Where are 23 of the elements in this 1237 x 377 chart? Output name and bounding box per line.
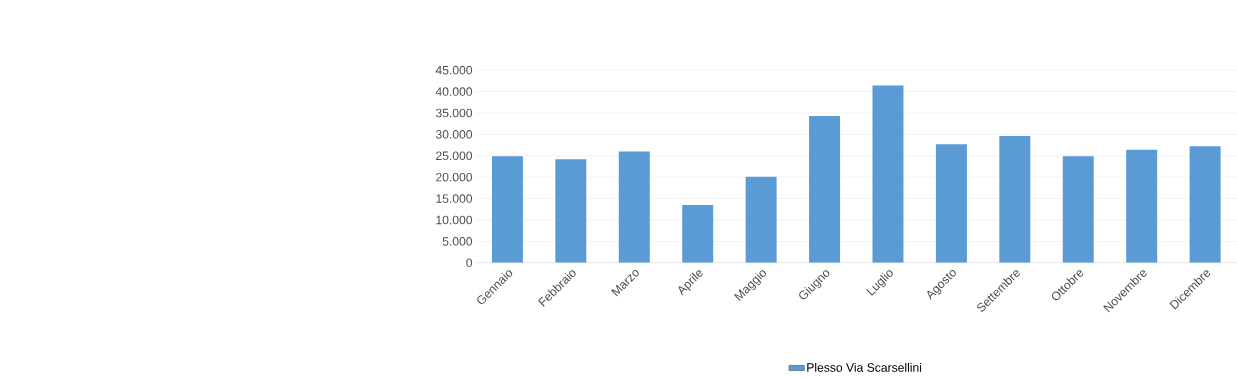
legend-label: Plesso Via Scarsellini [807, 363, 922, 372]
y-tick-label: 0 [466, 258, 473, 268]
bar [682, 205, 714, 263]
y-tick-label: 5.000 [442, 237, 473, 246]
bar [999, 136, 1031, 263]
bar [1126, 149, 1158, 263]
bar [1062, 156, 1094, 263]
bar [809, 116, 841, 263]
y-tick-label: 20.000 [436, 173, 473, 182]
bar [1189, 146, 1221, 263]
y-tick-label: 45.000 [435, 66, 473, 75]
y-tick-label: 25.000 [436, 151, 473, 161]
bar [618, 151, 650, 263]
bar [935, 144, 967, 263]
bar [491, 156, 523, 263]
y-tick-label: 35.000 [435, 108, 473, 118]
y-tick-label: 15.000 [436, 194, 473, 204]
bar [872, 85, 904, 263]
bar [555, 159, 587, 263]
bar [745, 176, 777, 263]
y-tick-label: 30.000 [435, 130, 473, 139]
y-tick-label: 10.000 [436, 215, 473, 225]
y-tick-label: 40.000 [435, 87, 473, 97]
